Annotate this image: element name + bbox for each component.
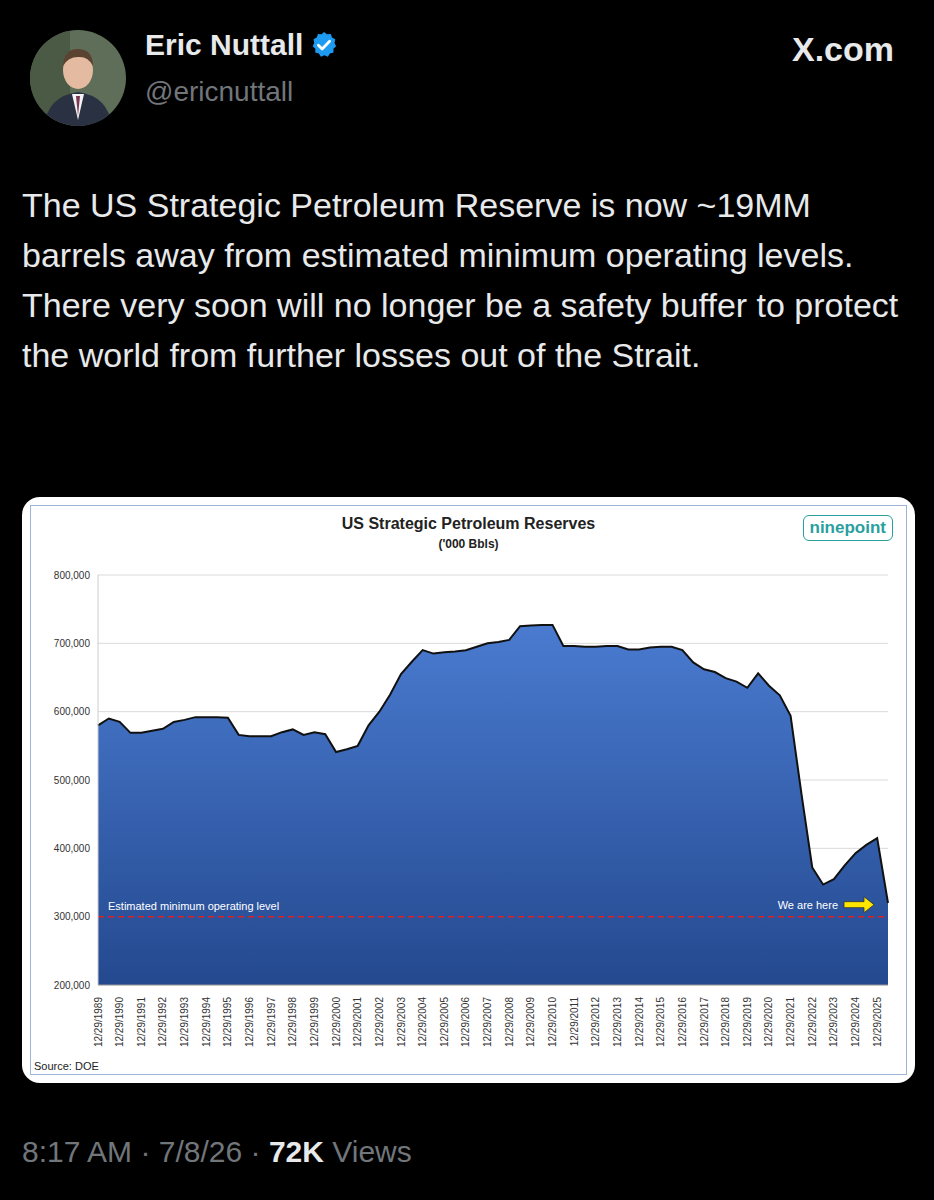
svg-text:We are here: We are here — [778, 899, 838, 911]
svg-text:12/29/2019: 12/29/2019 — [742, 997, 753, 1047]
svg-text:12/29/2021: 12/29/2021 — [785, 997, 796, 1047]
svg-text:12/29/1991: 12/29/1991 — [136, 997, 147, 1047]
svg-text:200,000: 200,000 — [54, 980, 91, 991]
svg-text:400,000: 400,000 — [54, 843, 91, 854]
svg-text:700,000: 700,000 — [54, 638, 91, 649]
svg-text:12/29/2006: 12/29/2006 — [460, 997, 471, 1047]
svg-text:12/29/2011: 12/29/2011 — [569, 997, 580, 1047]
svg-text:300,000: 300,000 — [54, 911, 91, 922]
svg-text:12/29/2012: 12/29/2012 — [590, 997, 601, 1047]
svg-text:12/29/2016: 12/29/2016 — [677, 997, 688, 1047]
html-text:The US Strategic Petroleum Res: The US Strategic Petroleum Reserve is no… — [22, 186, 899, 374]
svg-text:12/29/2022: 12/29/2022 — [807, 997, 818, 1047]
svg-text:12/29/2000: 12/29/2000 — [331, 997, 342, 1047]
html-text:('000 Bbls): ('000 Bbls) — [438, 537, 499, 551]
svg-text:12/29/2003: 12/29/2003 — [396, 997, 407, 1047]
svg-text:12/29/2001: 12/29/2001 — [352, 997, 363, 1047]
html-text:8:17 AM · 7/8/26 · 72K Views: 8:17 AM · 7/8/26 · 72K Views — [22, 1135, 412, 1168]
html-text:ninepoint: ninepoint — [809, 518, 886, 537]
svg-text:12/29/2008: 12/29/2008 — [504, 997, 515, 1047]
svg-text:12/29/2005: 12/29/2005 — [439, 997, 450, 1047]
svg-text:12/29/2014: 12/29/2014 — [634, 997, 645, 1047]
svg-text:12/29/1989: 12/29/1989 — [93, 997, 104, 1047]
svg-text:12/29/2013: 12/29/2013 — [612, 997, 623, 1047]
svg-text:12/29/2024: 12/29/2024 — [850, 997, 861, 1047]
html-text:X.com: X.com — [792, 30, 894, 68]
html-text:Eric Nuttall: Eric Nuttall — [145, 28, 304, 61]
svg-text:12/29/2015: 12/29/2015 — [655, 997, 666, 1047]
svg-text:600,000: 600,000 — [54, 706, 91, 717]
svg-text:800,000: 800,000 — [54, 570, 91, 581]
svg-text:12/29/1994: 12/29/1994 — [201, 997, 212, 1047]
svg-text:Estimated minimum operating le: Estimated minimum operating level — [108, 900, 279, 912]
svg-text:12/29/2010: 12/29/2010 — [547, 997, 558, 1047]
svg-text:12/29/2007: 12/29/2007 — [482, 997, 493, 1047]
svg-text:12/29/1998: 12/29/1998 — [287, 997, 298, 1047]
svg-text:12/29/1995: 12/29/1995 — [222, 997, 233, 1047]
svg-text:12/29/2025: 12/29/2025 — [872, 997, 883, 1047]
svg-text:12/29/2023: 12/29/2023 — [828, 997, 839, 1047]
html-text:Source: DOE: Source: DOE — [34, 1060, 99, 1072]
html-text:@ericnuttall: @ericnuttall — [145, 76, 294, 107]
svg-text:12/29/1990: 12/29/1990 — [114, 997, 125, 1047]
html-text:US Strategic Petroleum Reserve: US Strategic Petroleum Reserves — [341, 515, 596, 532]
svg-text:12/29/1999: 12/29/1999 — [309, 997, 320, 1047]
svg-text:12/29/1992: 12/29/1992 — [157, 997, 168, 1047]
svg-text:12/29/2017: 12/29/2017 — [699, 997, 710, 1047]
svg-text:12/29/1997: 12/29/1997 — [266, 997, 277, 1047]
svg-text:12/29/1996: 12/29/1996 — [244, 997, 255, 1047]
svg-text:12/29/2009: 12/29/2009 — [525, 997, 536, 1047]
svg-text:500,000: 500,000 — [54, 775, 91, 786]
svg-text:12/29/2020: 12/29/2020 — [763, 997, 774, 1047]
svg-text:12/29/2018: 12/29/2018 — [720, 997, 731, 1047]
svg-text:12/29/2004: 12/29/2004 — [417, 997, 428, 1047]
svg-text:12/29/2002: 12/29/2002 — [374, 997, 385, 1047]
svg-text:12/29/1993: 12/29/1993 — [179, 997, 190, 1047]
